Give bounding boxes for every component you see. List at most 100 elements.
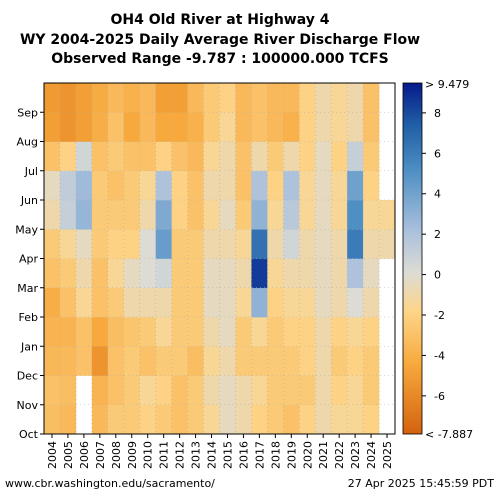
heatmap-cell-2024-mar (363, 258, 380, 289)
heatmap-cell-2014-jul (203, 141, 220, 172)
heatmap-cell-2016-dec (235, 346, 252, 376)
heatmap-cell-2006-mar (75, 258, 93, 289)
heatmap-cell-2010-feb (139, 287, 156, 318)
x-tick-label-2012: 2012 (174, 441, 187, 469)
heatmap-cell-2017-jan (251, 317, 268, 347)
heatmap-cell-2012-jul (171, 141, 188, 172)
footer-url[interactable]: www.cbr.washington.edu/sacramento/ (5, 477, 215, 490)
heatmap-cell-2015-sep (219, 83, 236, 113)
heatmap-cell-2024-jul (363, 141, 380, 172)
heatmap-cell-2016-jan (235, 317, 252, 347)
heatmap-cell-2008-jan (107, 317, 125, 347)
x-tick-label-2008: 2008 (110, 441, 123, 469)
heatmap-cell-2025-apr (379, 229, 396, 259)
heatmap-cell-2010-dec (139, 346, 156, 376)
heatmap-cell-2014-feb (203, 287, 220, 318)
x-tick-label-2017: 2017 (253, 441, 266, 469)
heatmap-cell-2015-aug (219, 112, 236, 142)
heatmap-cell-2011-dec (155, 346, 172, 376)
heatmap-cell-2010-jan (139, 317, 156, 347)
heatmap-cell-2004-mar (44, 258, 61, 289)
heatmap-cell-2024-apr (363, 229, 380, 259)
heatmap-cell-2012-jun (171, 170, 188, 201)
heatmap-cell-2020-sep (299, 83, 316, 113)
heatmap-cell-2017-nov (251, 375, 268, 406)
heatmap-cell-2015-may (219, 200, 236, 230)
chart-title-line-3: Observed Range -9.787 : 100000.000 TCFS (51, 51, 389, 67)
heatmap-cell-2021-apr (315, 229, 332, 259)
heatmap-cell-2005-sep (59, 83, 77, 113)
x-tick-label-2023: 2023 (349, 441, 362, 469)
heatmap-cell-2013-mar (187, 258, 204, 289)
heatmap-cell-2008-may (107, 200, 125, 230)
heatmap-cell-2004-jun (44, 170, 61, 201)
heatmap-cell-2019-sep (283, 83, 300, 113)
colorbar-tick-label: 8 (434, 107, 441, 120)
heatmap-cell-2009-feb (123, 287, 141, 318)
heatmap-cell-2017-dec (251, 346, 268, 376)
y-tick-label-aug: Aug (17, 136, 38, 149)
heatmap-cell-2019-jun (283, 170, 300, 201)
heatmap-cell-2009-jul (123, 141, 141, 172)
heatmap-cell-2017-sep (251, 83, 268, 113)
heatmap-cell-2007-aug (91, 112, 109, 142)
heatmap-cell-2015-feb (219, 287, 236, 318)
heatmap-cell-2009-oct (123, 404, 141, 435)
heatmap-cell-2023-mar (347, 258, 364, 289)
x-tick-label-2018: 2018 (269, 441, 282, 469)
heatmap-cell-2016-aug (235, 112, 252, 142)
heatmap-cell-2011-jun (155, 170, 172, 201)
heatmap-cell-2011-may (155, 200, 172, 230)
heatmap-cell-2014-mar (203, 258, 220, 289)
heatmap-cell-2024-aug (363, 112, 380, 142)
heatmap-cell-2011-jan (155, 317, 172, 347)
heatmap-cell-2010-apr (139, 229, 156, 259)
colorbar-min-label: < -7.887 (425, 428, 473, 441)
heatmap-cell-2009-jan (123, 317, 141, 347)
heatmap-cell-2007-jan (91, 317, 109, 347)
heatmap-cell-2005-mar (59, 258, 77, 289)
heatmap-cell-2012-may (171, 200, 188, 230)
heatmap-cell-2005-feb (59, 287, 77, 318)
heatmap-cell-2017-oct (251, 404, 268, 435)
heatmap-cell-2012-aug (171, 112, 188, 142)
heatmap-cell-2015-jun (219, 170, 236, 201)
heatmap-cell-2012-feb (171, 287, 188, 318)
x-tick-label-2010: 2010 (142, 441, 155, 469)
heatmap-cell-2008-aug (107, 112, 125, 142)
heatmap-cell-2022-nov (331, 375, 348, 406)
heatmap-cell-2016-feb (235, 287, 252, 318)
heatmap-cell-2020-feb (299, 287, 316, 318)
heatmap-cell-2010-may (139, 200, 156, 230)
heatmap-cell-2006-jan (75, 317, 93, 347)
heatmap-cell-2011-apr (155, 229, 172, 259)
heatmap-cell-2009-nov (123, 375, 141, 406)
heatmap-cell-2022-jul (331, 141, 348, 172)
colorbar-tick-label: 6 (434, 147, 441, 160)
heatmap-cell-2020-aug (299, 112, 316, 142)
heatmap-cell-2020-apr (299, 229, 316, 259)
y-tick-label-mar: Mar (17, 282, 38, 295)
colorbar (402, 82, 423, 435)
heatmap-cell-2023-sep (347, 83, 364, 113)
x-tick-label-2022: 2022 (333, 441, 346, 469)
heatmap-cell-2006-aug (75, 112, 93, 142)
heatmap-cell-2022-apr (331, 229, 348, 259)
heatmap-cell-2013-jun (187, 170, 204, 201)
heatmap-cell-2005-dec (59, 346, 77, 376)
heatmap-cell-2008-sep (107, 83, 125, 113)
x-tick-label-2014: 2014 (206, 441, 219, 469)
heatmap-cell-2013-jan (187, 317, 204, 347)
heatmap-cell-2024-jun (363, 170, 380, 201)
heatmap-cell-2007-apr (91, 229, 109, 259)
heatmap-cell-2023-apr (347, 229, 364, 259)
x-tick-label-2016: 2016 (237, 441, 250, 469)
heatmap-cell-2013-jul (187, 141, 204, 172)
x-tick-label-2019: 2019 (285, 441, 298, 469)
heatmap-cell-2010-jun (139, 170, 156, 201)
heatmap-cell-2022-sep (331, 83, 348, 113)
heatmap-cell-2020-jul (299, 141, 316, 172)
heatmap-cell-2004-sep (44, 83, 61, 113)
heatmap-cell-2019-jul (283, 141, 300, 172)
